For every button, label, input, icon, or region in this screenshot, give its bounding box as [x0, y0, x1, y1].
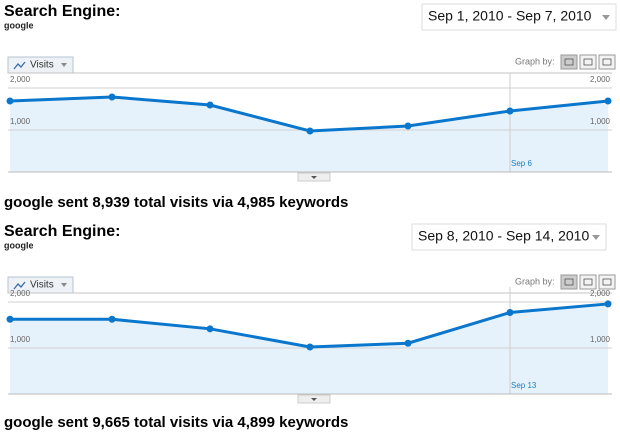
data-point [108, 93, 116, 101]
engine-name: google [4, 240, 34, 250]
date-picker[interactable] [411, 223, 607, 251]
graph-by-button[interactable] [560, 54, 578, 70]
graph-by-button[interactable] [579, 54, 597, 70]
y-tick-label: 1,000 [10, 335, 31, 344]
data-point [6, 315, 14, 323]
data-point [6, 97, 14, 105]
area-fill [10, 96, 608, 172]
graph-by-button[interactable] [560, 274, 578, 290]
graph-by-button[interactable] [579, 274, 597, 290]
summary: google sent 8,939 total visits via 4,985… [4, 194, 348, 211]
date-picker[interactable] [421, 3, 617, 31]
dropdown-arrow [592, 235, 600, 240]
graph-by-label: Graph by: [515, 276, 555, 286]
dropdown-arrow [602, 15, 610, 20]
graph-by-label: Graph by: [515, 56, 555, 66]
metric-label: Visits [30, 60, 54, 71]
graph-by-icon [564, 58, 574, 66]
y-tick-label: 2,000 [10, 289, 31, 298]
graph-by-icon [602, 278, 612, 286]
collapse-arrow [311, 398, 317, 401]
summary: google sent 9,665 total visits via 4,899… [4, 414, 348, 431]
date-range: Sep 8, 2010 - Sep 14, 2010 [418, 228, 589, 244]
data-point [306, 127, 314, 135]
y-tick-label: 2,000 [10, 75, 31, 84]
metric-icon [13, 61, 26, 70]
y-tick-label-right: 1,000 [590, 117, 611, 126]
metric-icon [13, 281, 26, 290]
graph-by-icon [564, 278, 574, 286]
data-point [506, 107, 514, 115]
graph-by-button[interactable] [598, 54, 616, 70]
collapse-arrow [311, 176, 317, 179]
y-tick-label-right: 2,000 [590, 289, 611, 298]
section-title: Search Engine: [4, 3, 120, 20]
metric-arrow [61, 283, 67, 287]
graph-by-icon [583, 278, 593, 286]
data-point [206, 101, 214, 109]
graph-by-button[interactable] [598, 274, 616, 290]
y-tick-label: 1,000 [10, 117, 31, 126]
graph-by-icon [583, 58, 593, 66]
data-point [604, 300, 612, 308]
y-tick-label-right: 2,000 [590, 75, 611, 84]
data-point [108, 315, 116, 323]
data-point [404, 339, 412, 347]
hover-date: Sep 13 [511, 381, 537, 390]
engine-name: google [4, 20, 34, 30]
data-point [306, 343, 314, 351]
section-title: Search Engine: [4, 223, 120, 240]
y-tick-label-right: 1,000 [590, 335, 611, 344]
hover-date: Sep 6 [511, 159, 532, 168]
metric-label: Visits [30, 280, 54, 291]
data-point [506, 309, 514, 317]
data-point [604, 97, 612, 105]
metric-arrow [61, 63, 67, 67]
graph-by-icon [602, 58, 612, 66]
date-range: Sep 1, 2010 - Sep 7, 2010 [428, 8, 592, 24]
data-point [206, 325, 214, 333]
data-point [404, 122, 412, 130]
